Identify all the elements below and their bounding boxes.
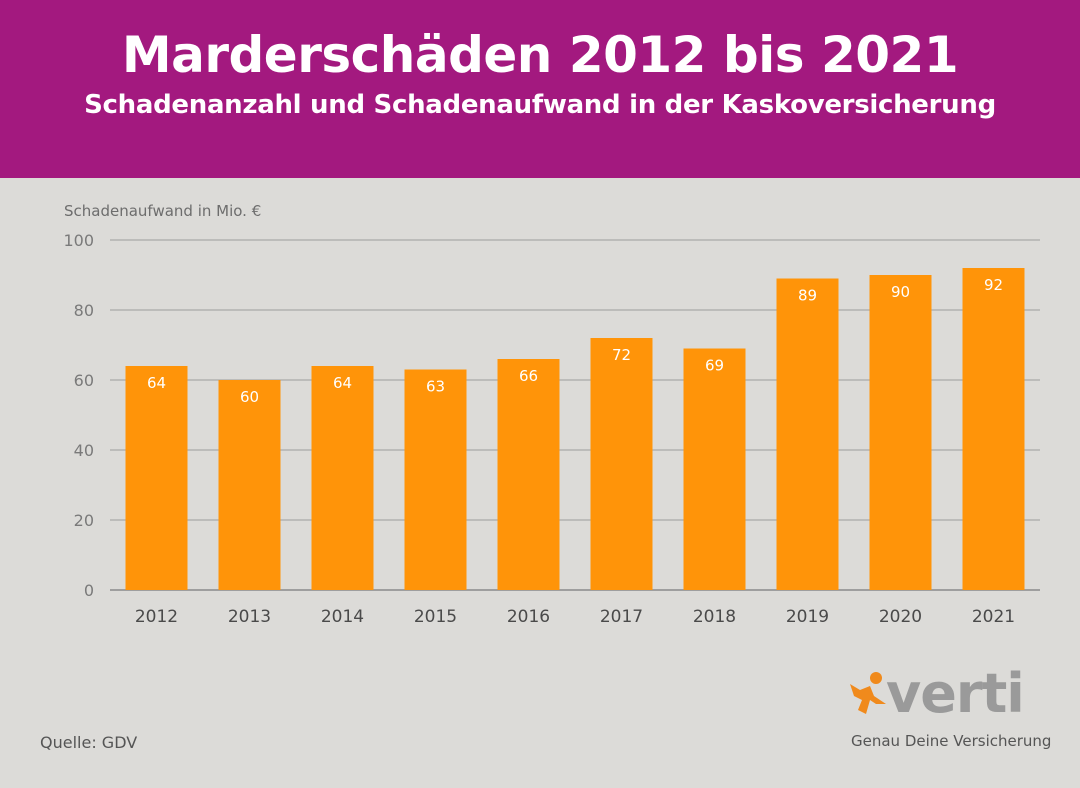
bar (404, 369, 467, 590)
y-tick-label: 80 (74, 301, 94, 320)
x-tick-label: 2020 (879, 607, 922, 627)
bar (776, 278, 839, 590)
brand-tagline: Genau Deine Versicherung (851, 732, 1052, 750)
data-label: 92 (984, 276, 1003, 294)
data-label: 90 (891, 283, 910, 301)
bar (218, 380, 281, 590)
bar (590, 338, 653, 590)
y-tick-label: 60 (74, 371, 94, 390)
x-tick-label: 2021 (972, 607, 1015, 627)
bar (962, 268, 1025, 590)
x-tick-label: 2014 (321, 607, 364, 627)
y-tick-label: 40 (74, 441, 94, 460)
data-label: 64 (147, 374, 166, 392)
source-note: Quelle: GDV (40, 733, 138, 752)
chart-title: Marderschäden 2012 bis 2021 (121, 26, 959, 84)
data-label: 66 (519, 367, 538, 385)
x-tick-label: 2016 (507, 607, 550, 627)
y-tick-label: 100 (63, 231, 94, 250)
data-label: 69 (705, 357, 724, 375)
x-tick-label: 2012 (135, 607, 178, 627)
person-star-icon (850, 672, 886, 714)
x-tick-label: 2015 (414, 607, 457, 627)
bar (311, 366, 374, 590)
y-tick-label: 0 (84, 581, 94, 600)
x-tick-label: 2018 (693, 607, 736, 627)
x-tick-label: 2017 (600, 607, 643, 627)
x-tick-label: 2019 (786, 607, 829, 627)
data-label: 64 (333, 374, 352, 392)
y-tick-label: 20 (74, 511, 94, 530)
brand-logo-text: verti (886, 662, 1025, 725)
data-label: 60 (240, 388, 259, 406)
x-tick-label: 2013 (228, 607, 271, 627)
bar (869, 275, 932, 590)
data-label: 72 (612, 346, 631, 364)
bar (125, 366, 188, 590)
y-axis-label: Schadenaufwand in Mio. € (64, 202, 262, 220)
bar (497, 359, 560, 590)
bar (683, 348, 746, 590)
chart-subtitle: Schadenanzahl und Schadenaufwand in der … (84, 90, 996, 120)
header-banner: Marderschäden 2012 bis 2021 Schadenanzah… (0, 0, 1080, 178)
data-label: 89 (798, 287, 817, 305)
data-label: 63 (426, 378, 445, 396)
